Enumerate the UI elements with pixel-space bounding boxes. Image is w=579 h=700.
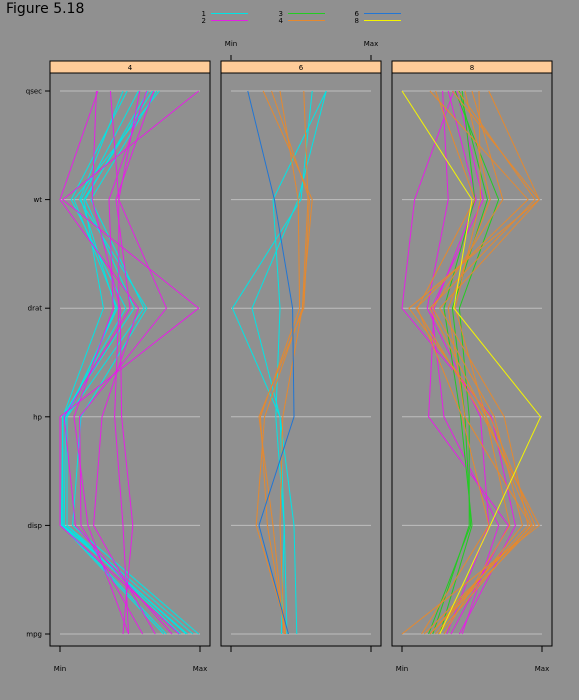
series-line (59, 90, 200, 635)
series-line (262, 90, 313, 635)
panel-frame-8 (391, 72, 553, 647)
legend: 12 34 68 (202, 10, 401, 25)
bottom-label-max-right: Max (535, 665, 549, 673)
variable-axis: qsec wt drat hp disp mpg (26, 88, 50, 639)
panel-strip-label-4: 4 (128, 64, 133, 72)
series-line (259, 90, 301, 635)
series-line (66, 90, 181, 635)
variable-label-qsec: qsec (26, 88, 42, 96)
series-line (91, 90, 134, 635)
series-line (272, 90, 327, 635)
series-line (258, 90, 310, 635)
series-line (428, 90, 488, 635)
series-line (401, 90, 516, 635)
series-line (60, 90, 164, 635)
variable-label-disp: disp (28, 522, 43, 530)
legend-label-8: 8 (355, 17, 359, 25)
series-line (401, 90, 542, 635)
series-line (73, 90, 148, 635)
series-line (72, 90, 199, 635)
series-line (430, 90, 500, 635)
legend-label-1: 1 (202, 10, 206, 18)
series-line (438, 90, 532, 635)
panel-strip-label-8: 8 (470, 64, 474, 72)
series-line (408, 90, 540, 635)
variable-label-drat: drat (28, 305, 43, 313)
variable-label-mpg: mpg (26, 631, 42, 639)
bottom-label-max: Max (193, 665, 207, 673)
variable-label-hp: hp (33, 413, 42, 421)
bottom-label-min-right: Min (396, 665, 408, 673)
series-line (247, 90, 295, 635)
panel-4: 4 (49, 60, 211, 647)
top-scale-axis: Min Max (225, 40, 378, 60)
figure-label: Figure 5.18 (6, 1, 84, 17)
series-line (66, 90, 194, 635)
series-line (416, 90, 490, 635)
panel-8: 8 (391, 60, 553, 647)
top-label-min: Min (225, 40, 237, 48)
series-line (79, 90, 167, 635)
legend-label-2: 2 (202, 17, 206, 25)
legend-label-4: 4 (279, 17, 284, 25)
bottom-label-min: Min (54, 665, 66, 673)
series-line (424, 90, 536, 635)
panel-strip-label-6: 6 (299, 64, 304, 72)
series-line (432, 90, 523, 635)
series-line (109, 90, 130, 635)
legend-label-3: 3 (279, 10, 283, 18)
top-label-max: Max (364, 40, 378, 48)
series-line (443, 90, 511, 635)
panel-6: 6 (220, 60, 382, 647)
legend-label-6: 6 (355, 10, 360, 18)
series-line (59, 90, 156, 635)
bottom-scale-axis: Min Max Min Max (54, 646, 549, 673)
panel-frame-6 (220, 72, 382, 647)
variable-label-wt: wt (34, 196, 43, 204)
series-line (439, 90, 476, 635)
panels: 4 6 8 (49, 60, 553, 647)
series-line (255, 90, 309, 635)
panel-frame-4 (49, 72, 211, 647)
series-line (429, 90, 540, 635)
